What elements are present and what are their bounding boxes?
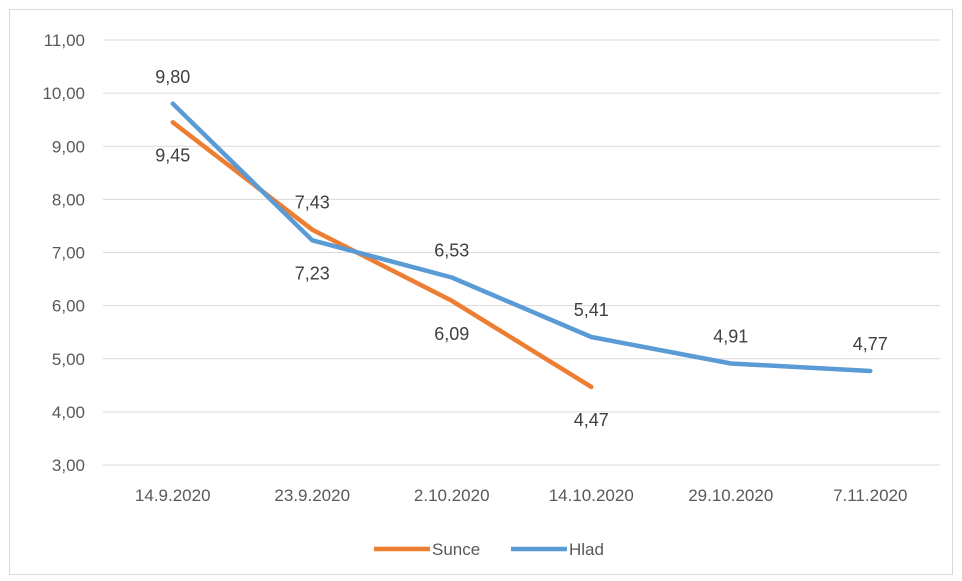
data-labels: 9,45 7,43 6,09 4,47 9,80 7,23 6,53 5,41 4,91 4,77	[155, 67, 888, 430]
series-lines	[170, 101, 873, 390]
data-label-hlad: 4,77	[853, 334, 888, 354]
legend-label-sunce: Sunce	[432, 540, 480, 559]
y-tick-label: 10,00	[42, 84, 85, 103]
data-label-hlad: 5,41	[574, 300, 609, 320]
data-label-hlad: 7,23	[295, 263, 330, 283]
data-label-sunce: 7,43	[295, 193, 330, 213]
x-tick-label: 23.9.2020	[274, 486, 350, 505]
legend: Sunce Hlad	[374, 540, 604, 559]
data-label-hlad: 6,53	[434, 240, 469, 260]
y-axis-tick-labels: 3,00 4,00 5,00 6,00 7,00 8,00 9,00 10,00 11,00	[42, 31, 85, 475]
x-tick-label: 7.11.2020	[833, 486, 907, 505]
x-tick-label: 14.9.2020	[135, 486, 211, 505]
data-label-sunce: 6,09	[434, 324, 469, 344]
x-tick-label: 2.10.2020	[414, 486, 490, 505]
y-tick-label: 7,00	[52, 244, 85, 263]
x-tick-label: 14.10.2020	[549, 486, 634, 505]
y-tick-label: 5,00	[52, 350, 85, 369]
series-line-hlad	[170, 101, 873, 374]
data-label-sunce: 9,45	[155, 145, 190, 165]
x-axis-tick-labels: 14.9.2020 23.9.2020 2.10.2020 14.10.2020 29.…	[135, 486, 908, 505]
gridlines	[103, 39, 940, 466]
data-label-hlad: 4,91	[713, 327, 748, 347]
y-tick-label: 3,00	[52, 456, 85, 475]
y-tick-label: 8,00	[52, 190, 85, 209]
y-tick-label: 6,00	[52, 297, 85, 316]
data-label-sunce: 4,47	[574, 410, 609, 430]
x-tick-label: 29.10.2020	[688, 486, 773, 505]
data-label-hlad: 9,80	[155, 67, 190, 87]
y-tick-label: 4,00	[52, 403, 85, 422]
y-tick-label: 11,00	[44, 31, 85, 50]
series-line-sunce	[170, 120, 594, 390]
legend-label-hlad: Hlad	[569, 540, 604, 559]
y-tick-label: 9,00	[52, 137, 85, 156]
